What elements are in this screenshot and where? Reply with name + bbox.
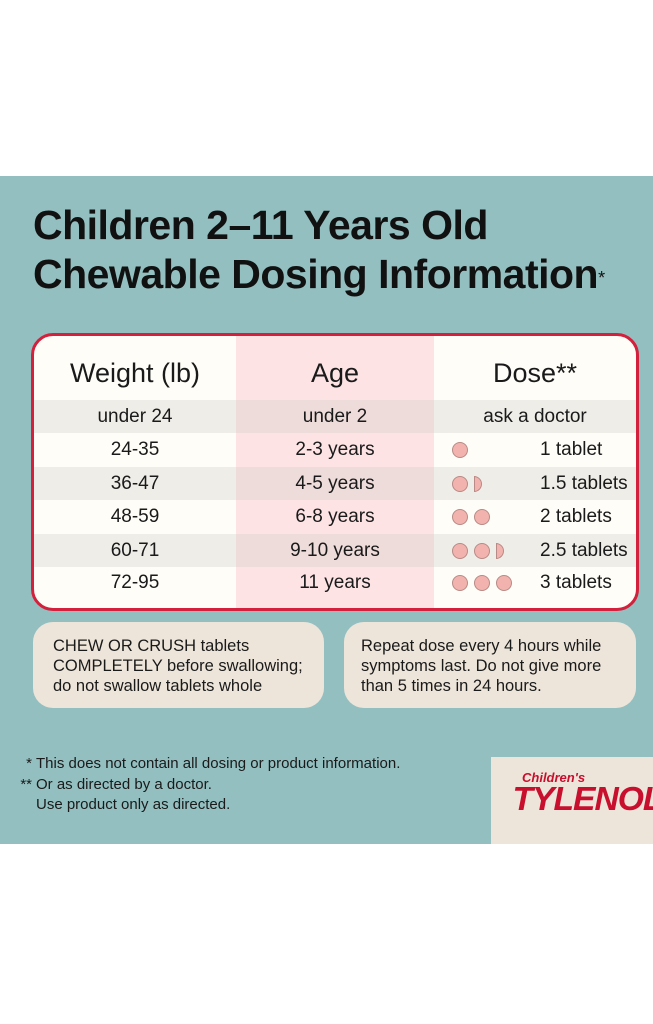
brand-logo-box (491, 757, 653, 844)
dose-label: 1 tablet (540, 439, 603, 460)
table-row: 72-95 11 years 3 tablets (34, 567, 636, 599)
tablet-icons (434, 475, 540, 492)
tablet-icons (434, 442, 540, 458)
note-line: COMPLETELY before swallowing; (53, 657, 303, 675)
table-row: 36-47 4-5 years 1.5 tablets (34, 467, 636, 500)
dose-cell: 2 tablets (434, 506, 636, 528)
brand-logo: TYLENOL (512, 780, 653, 817)
title-line-1: Children 2–11 Years Old (33, 202, 488, 248)
dose-label: 2 tablets (540, 506, 612, 527)
tablet-icons (434, 575, 540, 591)
weight-cell: 36-47 (110, 472, 160, 494)
dose-cell: 1.5 tablets (434, 473, 636, 495)
note-line: CHEW OR CRUSH tablets (53, 637, 250, 655)
age-cell: 9-10 years (290, 539, 380, 561)
header-age: Age (310, 357, 360, 388)
tablet-icon (474, 509, 490, 525)
half-tablet-icon (496, 542, 504, 559)
tablet-icon (452, 575, 468, 591)
tablet-icon (452, 475, 468, 492)
table-row: 48-59 6-8 years 2 tablets (34, 500, 636, 534)
tablet-icon (452, 509, 468, 525)
age-cell: 2-3 years (295, 439, 375, 460)
dose-label: 2.5 tablets (540, 539, 628, 561)
note-line: do not swallow tablets whole (53, 677, 263, 695)
footnote-mark: * (26, 755, 32, 772)
title-line-2: Chewable Dosing Information* (33, 250, 633, 299)
tablet-icon (496, 575, 512, 591)
tablet-icon (474, 575, 490, 591)
footnote-1: * This does not contain all dosing or pr… (14, 754, 400, 775)
table-row: under 24 under 2 ask a doctor (34, 400, 636, 433)
title-line-2-text: Chewable Dosing Information (33, 251, 599, 297)
tablet-icon (452, 442, 468, 458)
footnotes: * This does not contain all dosing or pr… (14, 754, 400, 816)
age-column-highlight (236, 336, 434, 608)
footnote-2: ** Or as directed by a doctor. (14, 775, 400, 796)
footnote-2-continued: Use product only as directed. (14, 795, 400, 816)
table-header-row: Weight (lb) Age Dose** (34, 344, 636, 402)
brand-logo-subtitle: Children's (522, 770, 586, 785)
header-weight: Weight (lb) (69, 357, 201, 388)
weight-cell: 72-95 (110, 572, 160, 593)
age-cell: 4-5 years (295, 472, 375, 494)
weight-cell: 60-71 (110, 539, 160, 561)
tablet-icons (434, 542, 540, 559)
footnote-text: This does not contain all dosing or prod… (36, 755, 401, 772)
table-row: 24-35 2-3 years 1 tablet (34, 433, 636, 467)
footnote-mark: ** (20, 775, 32, 793)
dose-cell: 1 tablet (434, 439, 636, 461)
table-row: 60-71 9-10 years 2.5 tablets (34, 534, 636, 567)
header-dose: Dose** (492, 357, 578, 388)
weight-cell: under 24 (97, 405, 173, 427)
age-cell: 11 years (299, 572, 371, 593)
weight-cell: 48-59 (110, 506, 160, 527)
tablet-icon (452, 542, 468, 559)
chew-instructions-note: CHEW OR CRUSH tablets COMPLETELY before … (33, 622, 324, 708)
footnote-text: Or as directed by a doctor. (36, 775, 212, 793)
age-cell: under 2 (302, 405, 368, 427)
dose-label: 1.5 tablets (540, 472, 628, 494)
half-tablet-icon (474, 475, 482, 492)
footnote-text: Use product only as directed. (36, 796, 231, 813)
note-line: than 5 times in 24 hours. (361, 677, 542, 695)
page-title: Children 2–11 Years Old Chewable Dosing … (33, 201, 633, 299)
title-footnote-marker: * (598, 268, 605, 288)
dose-cell: 3 tablets (434, 572, 636, 594)
dose-cell: 2.5 tablets (434, 540, 636, 562)
dose-cell: ask a doctor (483, 405, 587, 427)
dose-label: 3 tablets (540, 572, 612, 593)
note-line: symptoms last. Do not give more (361, 657, 602, 675)
tablet-icons (434, 509, 540, 525)
age-cell: 6-8 years (295, 506, 375, 527)
weight-cell: 24-35 (110, 439, 160, 460)
repeat-dose-note: Repeat dose every 4 hours while symptoms… (344, 622, 636, 708)
dosing-table: Weight (lb) Age Dose** under 24 under 2 … (31, 333, 639, 611)
note-line: Repeat dose every 4 hours while (361, 637, 602, 655)
tablet-icon (474, 542, 490, 559)
